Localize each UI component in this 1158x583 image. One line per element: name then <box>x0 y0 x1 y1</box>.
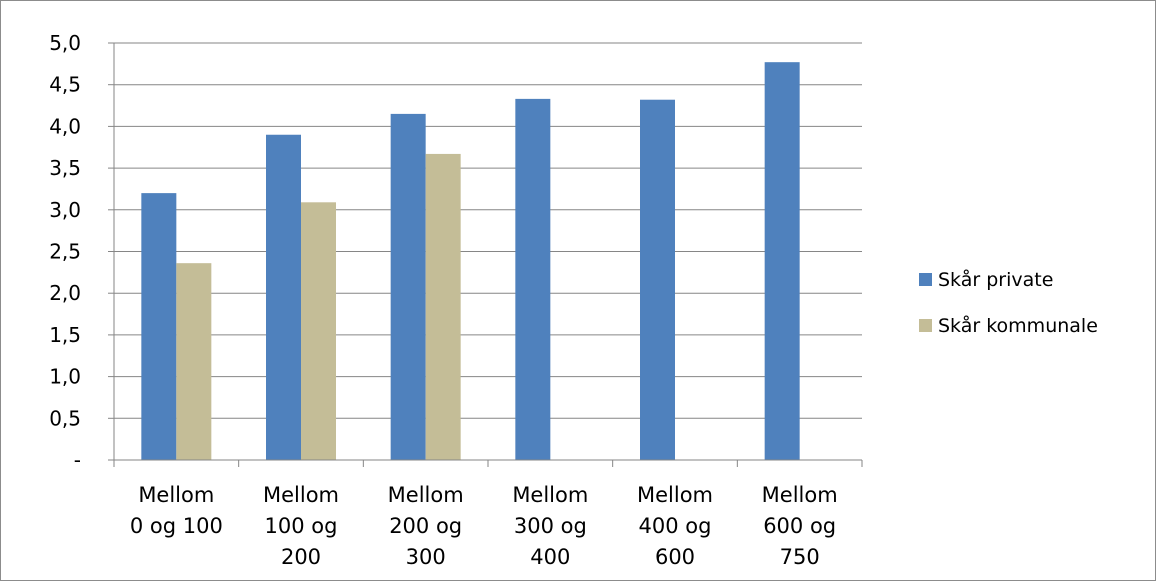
x-category-label: 300 og <box>514 514 587 538</box>
x-category-label: Mellom <box>512 483 588 507</box>
y-tick-label: 2,5 <box>49 240 81 264</box>
x-category-label: 300 <box>406 545 446 569</box>
bar-kommunale <box>425 153 461 460</box>
x-category-label: Mellom <box>637 483 713 507</box>
x-category-label: Mellom <box>138 483 214 507</box>
y-tick-label: 1,5 <box>49 323 81 347</box>
legend-swatch <box>919 319 932 332</box>
legend-label: Skår kommunale <box>938 314 1098 337</box>
y-tick-label: 3,5 <box>49 156 81 180</box>
x-category-label: Mellom <box>388 483 464 507</box>
legend: Skår private Skår kommunale <box>919 268 1098 337</box>
x-category-label: 200 <box>281 545 321 569</box>
y-tick-label: 4,0 <box>49 114 81 138</box>
y-tick-label: 4,5 <box>49 73 81 97</box>
bar-private <box>266 134 301 461</box>
bar-kommunale <box>301 202 336 460</box>
legend-label: Skår private <box>938 268 1053 291</box>
x-category-label: 400 <box>530 545 570 569</box>
y-tick-label: - <box>74 448 81 472</box>
x-category-label: 100 og <box>265 514 338 538</box>
x-category-label: 600 og <box>763 514 836 538</box>
bar-kommunale <box>176 263 212 460</box>
bar-private <box>515 98 551 461</box>
bar-private <box>141 193 177 460</box>
bars <box>141 62 800 461</box>
x-category-label: Mellom <box>762 483 838 507</box>
bar-private <box>640 99 675 460</box>
y-tick-label: 1,0 <box>49 365 81 389</box>
x-axis: Mellom 0 og 100 Mellom 100 og 200 Mellom 200 o… <box>113 459 863 569</box>
bar-private <box>390 113 426 460</box>
y-tick-label: 5,0 <box>49 31 81 55</box>
x-category-label: 400 og <box>639 514 712 538</box>
x-category-label: 0 og 100 <box>130 514 223 538</box>
y-axis-ticks: - 0,5 1,0 1,5 2,0 2,5 3,0 3,5 4,0 4,5 5,0 <box>49 31 115 472</box>
x-category-label: Mellom <box>263 483 339 507</box>
gridlines <box>114 42 862 419</box>
legend-swatch <box>919 273 932 286</box>
x-category-label: 750 <box>780 545 820 569</box>
y-tick-label: 0,5 <box>49 406 81 430</box>
y-tick-label: 2,0 <box>49 281 81 305</box>
bar-private <box>764 62 800 460</box>
x-category-label: 200 og <box>389 514 462 538</box>
y-tick-label: 3,0 <box>49 198 81 222</box>
x-category-label: 600 <box>655 545 695 569</box>
